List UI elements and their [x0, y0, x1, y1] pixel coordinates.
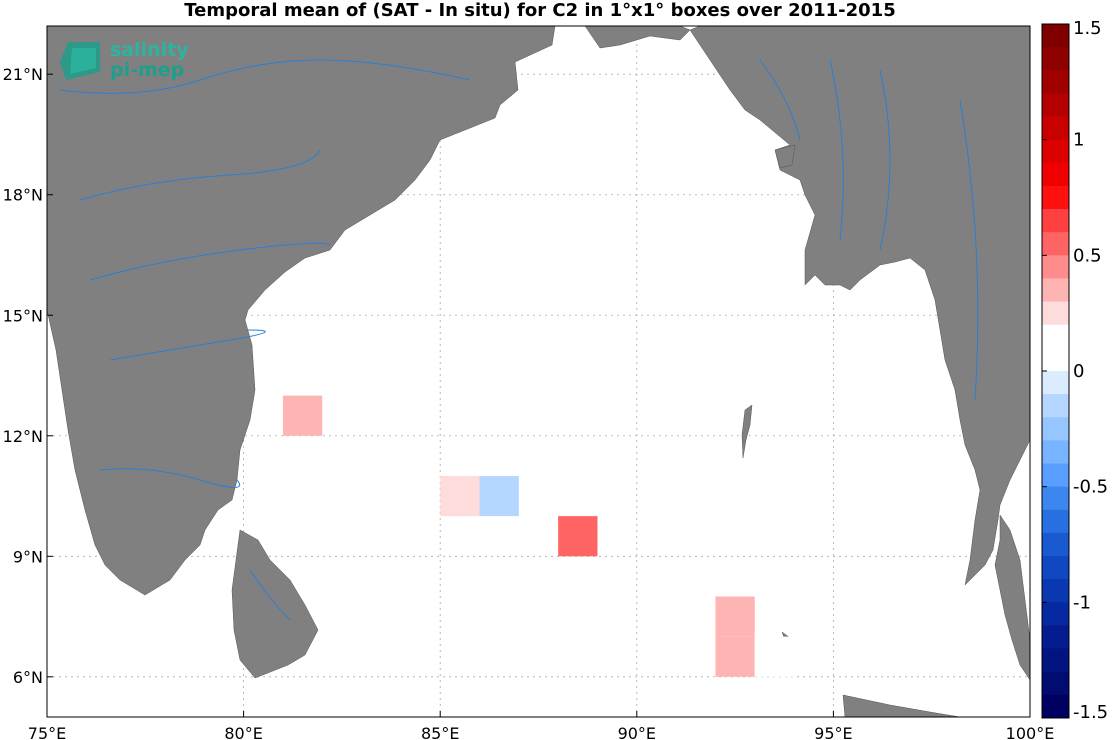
colorbar-segment-23 [1042, 556, 1069, 580]
lat-tick-label-4: 18°N [3, 186, 43, 205]
colorbar-segment-18 [1042, 440, 1069, 465]
colorbar-segment-25 [1042, 602, 1069, 626]
colorbar-tick-label-6: -1.5 [1073, 702, 1108, 723]
colorbar-segment-22 [1042, 532, 1069, 557]
data-cell-2 [479, 475, 519, 517]
lon-tick-label-5: 100°E [1006, 724, 1055, 740]
data-cell-5 [715, 596, 755, 637]
lon-tick-label-3: 90°E [618, 724, 656, 740]
colorbar-segment-0 [1042, 24, 1069, 48]
lon-tick-label-4: 95°E [814, 724, 852, 740]
colorbar-segment-28 [1042, 671, 1069, 696]
lat-tick-label-3: 15°N [3, 306, 43, 325]
data-cell-3 [558, 516, 598, 557]
lat-tick-label-0: 6°N [13, 668, 43, 687]
andaman-island [741, 404, 753, 459]
india-landmass [46, 25, 556, 596]
colorbar [1041, 23, 1070, 719]
colorbar-segment-4 [1042, 116, 1069, 141]
colorbar-segment-20 [1042, 486, 1069, 511]
data-cell-6 [715, 636, 755, 677]
malay-peninsula-landmass [994, 514, 1031, 681]
colorbar-segment-10 [1042, 255, 1069, 279]
map-title: Temporal mean of (SAT - In situ) for C2 … [184, 0, 896, 21]
colorbar-segment-29 [1042, 694, 1069, 719]
colorbar-segment-17 [1042, 417, 1069, 441]
preparis-island [774, 144, 796, 169]
lon-tick-label-1: 80°E [224, 724, 262, 740]
lon-tick-label-2: 85°E [421, 724, 459, 740]
colorbar-segment-11 [1042, 278, 1069, 303]
colorbar-segment-8 [1042, 209, 1069, 233]
rivers [59, 59, 979, 621]
colorbar-tick-label-2: 0.5 [1073, 245, 1102, 266]
colorbar-segment-26 [1042, 625, 1069, 650]
colorbar-segment-24 [1042, 579, 1069, 603]
colorbar-tick-label-3: 0 [1073, 361, 1084, 382]
map-frame [46, 25, 1031, 718]
data-cell-4 [125, 596, 165, 637]
colorbar-segment-15 [1042, 371, 1069, 395]
colorbar-segment-9 [1042, 232, 1069, 256]
colorbar-tick-label-1: 1 [1073, 130, 1084, 151]
colorbar-tick-label-0: 1.5 [1073, 18, 1102, 39]
data-cell-0 [282, 395, 323, 436]
latitude-labels: 6°N 9°N 12°N 15°N 18°N 21°N [3, 65, 53, 687]
salinity-pi-mep-logo: salinity pi-mep [60, 39, 189, 81]
data-cell-1 [440, 475, 480, 517]
colorbar-segment-5 [1042, 139, 1069, 164]
lat-tick-label-2: 12°N [3, 427, 43, 446]
sumatra-landmass [842, 694, 961, 718]
colorbar-segment-19 [1042, 463, 1069, 488]
colorbar-segment-2 [1042, 70, 1069, 94]
myanmar-landmass [584, 25, 1031, 586]
longitude-labels: 75°E 80°E 85°E 90°E 95°E 100°E [28, 711, 1055, 740]
data-cell-7 [754, 636, 795, 677]
colorbar-segment-1 [1042, 47, 1069, 71]
colorbar-tick-label-4: -0.5 [1073, 477, 1108, 498]
colorbar-segment-16 [1042, 394, 1069, 418]
colorbar-labels: 1.5 1 0.5 0 -0.5 -1 -1.5 [1042, 18, 1108, 723]
data-cells [125, 395, 795, 677]
colorbar-tick-label-5: -1 [1073, 592, 1091, 613]
colorbar-segment-14 [1042, 347, 1069, 372]
logo-line2: pi-mep [110, 59, 184, 81]
colorbar-segment-13 [1042, 324, 1069, 349]
colorbar-segment-12 [1042, 301, 1069, 326]
lat-tick-label-1: 9°N [13, 547, 43, 566]
colorbar-segment-21 [1042, 509, 1069, 534]
colorbar-segment-7 [1042, 185, 1069, 210]
colorbar-segment-3 [1042, 93, 1069, 118]
lon-tick-label-0: 75°E [28, 724, 66, 740]
colorbar-segment-6 [1042, 162, 1069, 187]
lat-tick-label-5: 21°N [3, 65, 43, 84]
logo-line1: salinity [110, 39, 189, 61]
colorbar-segment-27 [1042, 648, 1069, 673]
